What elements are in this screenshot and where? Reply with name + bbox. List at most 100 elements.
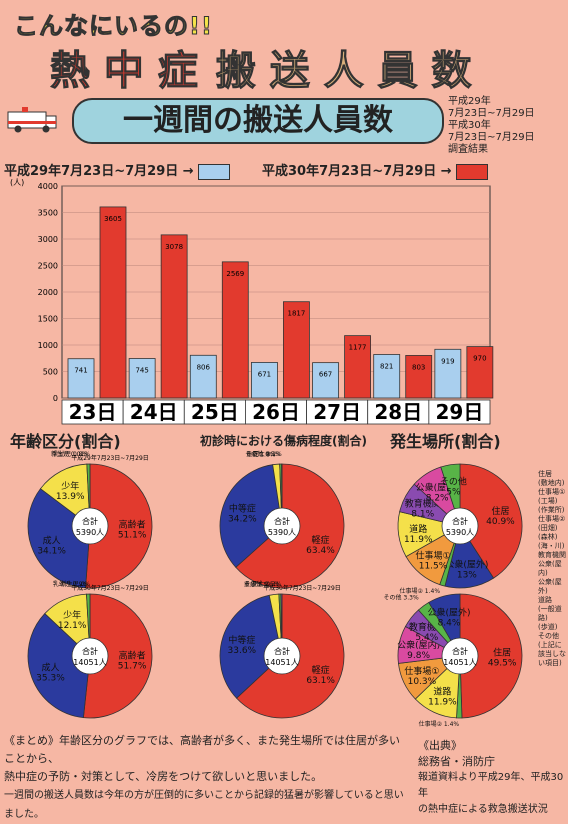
pie-slice-label: 中等症 xyxy=(228,634,255,646)
pie-slice-label: その他 xyxy=(440,475,467,487)
pie-center xyxy=(264,508,300,544)
pie-slice-label: 仕事場① xyxy=(404,665,439,677)
pie-slice-value: 11.9% xyxy=(404,535,433,545)
bar-data-label: 667 xyxy=(319,371,332,379)
pie-slice-label: 高齢者 xyxy=(119,649,146,661)
bar xyxy=(374,354,400,398)
period-line: 7月23日~7月29日 xyxy=(448,108,535,120)
pie-slice-value: 9.8% xyxy=(407,651,430,661)
pie-slice-label: 成人 xyxy=(41,662,59,674)
banner-title: 一週間の搬送人員数 xyxy=(72,98,444,144)
bar xyxy=(190,355,216,398)
place-note-item: 道路 xyxy=(538,596,568,605)
bar xyxy=(68,359,94,398)
x-tick-label: 25日 xyxy=(191,400,239,424)
ambulance-icon xyxy=(6,104,58,134)
bar-data-label: 970 xyxy=(473,355,486,363)
place-note-item: (森林) xyxy=(538,533,568,542)
bar-data-label: 3605 xyxy=(104,215,122,223)
pie-slice-label: 公衆(屋外) xyxy=(427,606,470,618)
place-note-item: 教育機関 xyxy=(538,551,568,560)
pie-slice-value: 8.4% xyxy=(438,618,461,628)
pie-slice-value: 11.9% xyxy=(428,697,457,707)
pie-center-label: 合計 xyxy=(82,646,98,656)
pie-slice-label: 高齢者 xyxy=(119,519,146,531)
pie-slice-value: 63.1% xyxy=(306,676,335,686)
pie-slice-value: 35.3% xyxy=(36,674,65,684)
pie-slice-value: 10.3% xyxy=(408,677,437,687)
pie-slice-label: 住居 xyxy=(491,505,509,517)
pie-slice-value: 12.1% xyxy=(58,621,87,631)
pie-slice-value: 40.9% xyxy=(486,517,515,527)
place-note-item: 住居 xyxy=(538,470,568,479)
period-note: 平成29年 7月23日~7月29日 平成30年 7月23日~7月29日 調査結果 xyxy=(448,96,535,156)
place-note-item: 公衆(屋外) xyxy=(538,578,568,596)
place-note-item: 仕事場① xyxy=(538,488,568,497)
bar-data-label: 821 xyxy=(380,362,393,370)
pie-center xyxy=(264,638,300,674)
place-note-item: (上記に該当しない項目) xyxy=(538,641,568,668)
pie-slice-value: 51.7% xyxy=(118,661,147,671)
pie-slice-value: 13.9% xyxy=(56,492,85,502)
bar xyxy=(100,207,126,398)
pie-center-label: 合計 xyxy=(274,516,290,526)
pie-center xyxy=(442,638,478,674)
pie-slice-value: 5.4% xyxy=(415,633,438,643)
summary-line3: 一週間の搬送人員数は今年の方が圧倒的に多いことから記録的猛暑が影響していると思い… xyxy=(4,790,404,820)
place-note-item: (工場) xyxy=(538,497,568,506)
pie-slice-value: 34.1% xyxy=(37,546,66,556)
place-note-item: (田畑) xyxy=(538,524,568,533)
source-label: 《出典》 xyxy=(418,738,568,754)
pie-slice-label: 成人 xyxy=(43,534,61,546)
pie-center-label: 合計 xyxy=(452,646,468,656)
pie-center-value: 14051人 xyxy=(443,658,476,667)
pie-slice-value: 13% xyxy=(457,571,477,581)
place-note-item: (海・川) xyxy=(538,542,568,551)
pie-slice-label: 少年 xyxy=(63,609,81,621)
main-title-tan: 搬 送 人 員 数 xyxy=(216,48,472,94)
summary-line1: 年齢区分のグラフでは、高齢者が多く、また発生場所では住居が多いことから、 xyxy=(4,734,400,765)
pie-center xyxy=(72,508,108,544)
pie-slice-label: 道路 xyxy=(433,685,451,697)
pie-slice-label: 住居 xyxy=(493,646,511,658)
pie-slice-small-label: 死亡 0.1% xyxy=(253,450,282,458)
pie-center-value: 5390人 xyxy=(76,528,104,537)
pie-slice-value: 34.2% xyxy=(228,515,257,525)
place-notes: 住居(敷地内)仕事場①(工場)(作業所)仕事場②(田畑)(森林)(海・川)教育機… xyxy=(538,470,568,668)
bar xyxy=(129,359,155,398)
pie-slice-label: 仕事場① xyxy=(415,549,450,561)
period-line: 調査結果 xyxy=(448,144,535,156)
pie-center-value: 14051人 xyxy=(73,658,106,667)
pie-slice-label: 軽症 xyxy=(311,534,329,546)
bar-data-label: 745 xyxy=(135,367,148,375)
kicker-title: こんなにいるの!! xyxy=(14,6,213,41)
bar xyxy=(161,235,187,398)
bar-data-label: 1177 xyxy=(349,344,367,352)
y-tick-label: 3500 xyxy=(38,209,58,218)
source-line3: の熱中症による救急搬送状況 xyxy=(418,802,568,818)
pie-slice-label: 中等症 xyxy=(229,503,256,515)
pie-center xyxy=(72,638,108,674)
pie-slice-value: 33.6% xyxy=(228,646,257,656)
pie-slice-value: 8.1% xyxy=(411,509,434,519)
bar-data-label: 803 xyxy=(412,363,425,371)
x-tick-label: 23日 xyxy=(69,400,117,424)
bar xyxy=(222,262,248,398)
x-tick-label: 28日 xyxy=(374,400,422,424)
pie-slice-small-label: 仕事場② 1.4% xyxy=(419,720,460,728)
pie-center-label: 合計 xyxy=(452,516,468,526)
pie-slice-small-label: その他 3.3% xyxy=(384,593,419,601)
pie-subtitle: 平成30年7月23日~7月29日 xyxy=(263,584,341,592)
pie-center-value: 5390人 xyxy=(268,528,296,537)
bar-data-label: 1817 xyxy=(288,310,306,318)
y-tick-label: 2500 xyxy=(38,262,58,271)
period-line: 平成29年 xyxy=(448,96,535,108)
place-note-item: その他 xyxy=(538,632,568,641)
x-tick-label: 26日 xyxy=(252,400,300,424)
x-tick-label: 27日 xyxy=(313,400,361,424)
pie-center-value: 5390人 xyxy=(446,528,474,537)
pie-slice-label: 少年 xyxy=(61,480,79,492)
pie-slice-value: 49.5% xyxy=(488,658,517,668)
